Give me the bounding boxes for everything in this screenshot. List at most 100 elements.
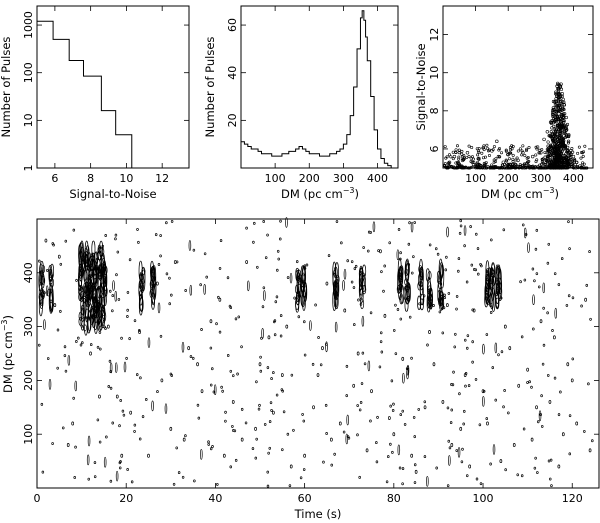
dm-vs-time-point [285, 217, 288, 228]
sn-vs-dm-point [443, 145, 447, 149]
dm-vs-time-point [209, 319, 213, 324]
dm-vs-time-pulse-mark [83, 269, 88, 281]
sn-vs-dm-point [555, 160, 559, 164]
dm-vs-time-point [184, 434, 187, 438]
dm-vs-time-point [580, 304, 583, 308]
dm-vs-time-point [216, 482, 219, 486]
dm-vs-time-point [121, 409, 125, 413]
sn-vs-dm-point [580, 150, 584, 154]
dm-vs-time-point [159, 254, 162, 258]
dm-vs-time-point [268, 420, 272, 424]
sn-vs-dm-point [462, 166, 466, 170]
dm-vs-time-point [448, 455, 451, 466]
dm-vs-time-pulse-mark [297, 269, 301, 278]
dm-vs-time-point [459, 224, 463, 228]
sn-vs-dm-point [545, 166, 549, 170]
dm-vs-time-point [111, 294, 115, 298]
dm-vs-time-point [276, 268, 279, 272]
dm-vs-time-point [359, 401, 363, 404]
dm-vs-time-point [77, 336, 80, 340]
sn-vs-dm-point [485, 143, 489, 147]
dm-vs-time-point [261, 305, 265, 309]
sn-vs-dm-point [559, 142, 563, 146]
dm-vs-time-point [107, 385, 111, 388]
dm-vs-time-point [200, 448, 203, 460]
sn-vs-dm-point [534, 153, 538, 157]
sn-vs-dm-point [562, 131, 567, 136]
dm-vs-time-ylabel: DM (pc cm−3) [0, 315, 15, 393]
sn-vs-dm-point [559, 134, 563, 138]
dm-vs-time-point [482, 343, 485, 355]
sn-vs-dm-point [535, 158, 539, 162]
sn-vs-dm-point [509, 148, 513, 152]
dm-vs-time-point [471, 308, 474, 312]
dm-vs-time-point [130, 480, 134, 484]
sn-vs-dm-point [504, 149, 508, 153]
dm-vs-time-point [333, 452, 336, 456]
dm-vs-time-pulse-mark [100, 247, 105, 257]
sn-vs-dm-xlabel-tail: ) [555, 187, 560, 201]
dm-vs-time-point [285, 324, 289, 329]
dm-vs-time-point [449, 421, 453, 425]
dm-vs-time-point [497, 353, 500, 357]
sn-histogram-frame [36, 5, 190, 169]
dm-vs-time-point [591, 439, 594, 443]
dm-vs-time-point [321, 346, 324, 351]
dm-vs-time-point [502, 405, 505, 409]
dm-vs-time-point [410, 221, 414, 233]
dm-vs-time-point [211, 445, 214, 448]
sn-vs-dm-point [552, 121, 556, 125]
dm-vs-time-point [465, 280, 469, 284]
sn-vs-dm-point [503, 166, 507, 170]
dm-vs-time-point [96, 345, 100, 349]
sn-vs-dm-point [547, 164, 551, 168]
sn-vs-dm-point [447, 153, 451, 157]
dm-vs-time-point [520, 335, 524, 339]
dm-vs-time-point [114, 233, 118, 237]
dm-vs-time-point [205, 275, 208, 279]
dm-vs-time-point [412, 415, 416, 419]
dm-vs-time-pulse-mark [98, 295, 103, 306]
dm-histogram-xlabel-main: DM (pc cm [281, 187, 343, 201]
dm-vs-time-point [407, 242, 411, 246]
dm-vs-time-point [446, 484, 450, 488]
dm-vs-time-pulse-mark [97, 287, 102, 311]
dm-vs-time-point [450, 408, 453, 412]
dm-vs-time-pulse-mark [38, 293, 43, 301]
sn-vs-dm-point [542, 162, 547, 166]
dm-vs-time-point [270, 408, 273, 412]
dm-vs-time-point [542, 282, 545, 294]
sn-vs-dm-point [522, 163, 526, 167]
dm-vs-time-pulse-mark [82, 298, 87, 318]
dm-vs-time-point [107, 324, 110, 329]
sn-vs-dm-point [510, 144, 514, 148]
dm-vs-time-point [396, 249, 400, 261]
dm-vs-time-pulse-mark [495, 264, 500, 288]
sn-vs-dm-point [564, 133, 569, 137]
sn-vs-dm-point [457, 151, 461, 155]
sn-vs-dm-point [548, 120, 553, 124]
dm-vs-time-point [453, 345, 456, 349]
dm-vs-time-point [346, 435, 350, 439]
dm-vs-time-point [240, 345, 243, 349]
sn-vs-dm-point [554, 108, 559, 112]
sn-histogram-xtick-label: 8 [87, 172, 94, 185]
sn-vs-dm-point [497, 148, 501, 152]
sn-vs-dm-point [556, 81, 560, 85]
dm-vs-time-point [413, 435, 416, 439]
dm-vs-time-point [546, 311, 549, 315]
dm-vs-time-point [165, 221, 168, 225]
dm-vs-time-point [317, 336, 320, 339]
sn-vs-dm-point [492, 164, 496, 168]
dm-vs-time-point [459, 219, 462, 223]
dm-vs-time-pulse-mark [489, 282, 494, 296]
dm-vs-time-point [457, 446, 461, 458]
dm-vs-time-point [469, 225, 472, 229]
dm-vs-time-point [51, 242, 55, 245]
sn-vs-dm-point [561, 107, 565, 111]
dm-vs-time-point [173, 260, 177, 264]
dm-vs-time-point [126, 468, 129, 471]
dm-vs-time-pulse-mark [149, 288, 154, 299]
dm-vs-time-point [48, 379, 52, 390]
dm-vs-time-pulse-mark [485, 270, 490, 292]
